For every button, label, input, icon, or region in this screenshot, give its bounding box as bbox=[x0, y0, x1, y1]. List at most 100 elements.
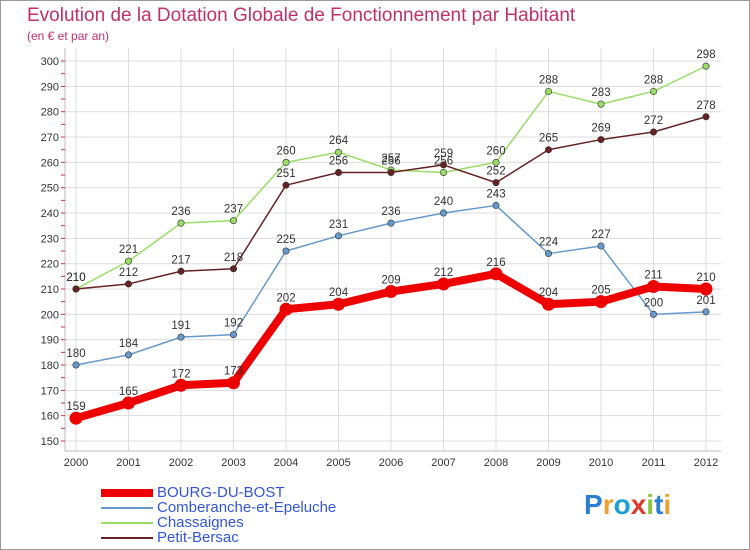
data-label-petit-bersac: 210 bbox=[66, 272, 85, 284]
y-tick-label: 160 bbox=[41, 411, 59, 423]
data-point-comberanche-et-epeluche bbox=[702, 308, 710, 316]
data-label-petit-bersac: 217 bbox=[171, 254, 190, 266]
data-label-petit-bersac: 252 bbox=[486, 166, 505, 178]
data-point-comberanche-et-epeluche bbox=[282, 247, 290, 255]
data-label-bourg-du-bost: 210 bbox=[696, 272, 715, 284]
data-point-chassaignes bbox=[649, 87, 657, 95]
data-point-bourg-du-bost bbox=[69, 411, 83, 425]
data-label-bourg-du-bost: 209 bbox=[381, 275, 400, 287]
y-tick-label: 220 bbox=[41, 259, 59, 271]
data-point-bourg-du-bost bbox=[332, 297, 345, 311]
x-tick-label: 2004 bbox=[274, 457, 298, 469]
data-label-comberanche-et-epeluche: 243 bbox=[486, 188, 505, 200]
data-point-chassaignes bbox=[282, 158, 290, 166]
data-label-chassaignes: 257 bbox=[381, 153, 400, 165]
data-label-petit-bersac: 265 bbox=[539, 133, 558, 145]
x-tick-label: 2010 bbox=[589, 457, 613, 469]
data-point-bourg-du-bost bbox=[279, 302, 293, 316]
data-point-comberanche-et-epeluche bbox=[544, 250, 552, 258]
legend-label: Comberanche-et-Epeluche bbox=[157, 499, 337, 516]
x-tick-label: 2009 bbox=[536, 457, 560, 469]
y-tick-label: 170 bbox=[41, 385, 59, 397]
data-point-bourg-du-bost bbox=[699, 282, 713, 296]
data-label-chassaignes: 260 bbox=[486, 145, 505, 157]
data-label-comberanche-et-epeluche: 191 bbox=[171, 320, 190, 332]
x-tick-label: 2001 bbox=[116, 457, 140, 469]
data-label-petit-bersac: 256 bbox=[329, 156, 348, 168]
data-label-chassaignes: 298 bbox=[696, 49, 715, 61]
data-point-comberanche-et-epeluche bbox=[597, 242, 605, 250]
logo-letter: x bbox=[630, 489, 647, 520]
data-point-petit-bersac bbox=[282, 181, 290, 189]
data-label-chassaignes: 236 bbox=[171, 206, 190, 218]
data-label-comberanche-et-epeluche: 240 bbox=[434, 196, 453, 208]
data-label-petit-bersac: 251 bbox=[276, 168, 295, 180]
data-label-petit-bersac: 278 bbox=[696, 100, 715, 112]
proxiti-logo: Proxiti bbox=[584, 489, 671, 521]
data-point-bourg-du-bost bbox=[489, 267, 503, 281]
chart-title: Evolution de la Dotation Globale de Fonc… bbox=[27, 5, 576, 26]
data-label-comberanche-et-epeluche: 231 bbox=[329, 219, 348, 231]
y-tick-label: 250 bbox=[41, 183, 59, 195]
legend-label: Chassaignes bbox=[157, 514, 244, 531]
data-label-chassaignes: 283 bbox=[591, 87, 610, 99]
data-point-chassaignes bbox=[177, 219, 185, 227]
data-label-bourg-du-bost: 211 bbox=[644, 269, 662, 281]
data-point-chassaignes bbox=[702, 62, 710, 70]
data-label-petit-bersac: 272 bbox=[644, 115, 663, 127]
logo-letter: r bbox=[602, 489, 614, 520]
y-tick-label: 270 bbox=[41, 132, 59, 144]
data-point-comberanche-et-epeluche bbox=[439, 209, 447, 217]
data-label-chassaignes: 288 bbox=[539, 74, 558, 86]
data-label-bourg-du-bost: 172 bbox=[171, 368, 190, 380]
data-label-comberanche-et-epeluche: 225 bbox=[276, 234, 295, 246]
data-label-comberanche-et-epeluche: 224 bbox=[539, 237, 559, 249]
legend-item-petit-bersac: Petit-Bersac bbox=[101, 530, 336, 545]
data-point-petit-bersac bbox=[492, 179, 500, 187]
x-tick-label: 2003 bbox=[221, 457, 245, 469]
data-label-bourg-du-bost: 159 bbox=[66, 401, 85, 413]
y-tick-label: 290 bbox=[41, 81, 59, 93]
data-point-bourg-du-bost bbox=[542, 297, 555, 311]
data-point-petit-bersac bbox=[177, 267, 185, 275]
data-point-petit-bersac bbox=[72, 285, 80, 293]
legend-swatch bbox=[101, 488, 153, 497]
x-tick-label: 2002 bbox=[169, 457, 193, 469]
legend-item-chassaignes: Chassaignes bbox=[101, 515, 336, 530]
y-tick-label: 300 bbox=[41, 56, 59, 68]
data-point-chassaignes bbox=[230, 217, 238, 225]
x-tick-label: 2008 bbox=[484, 457, 508, 469]
x-tick-label: 2011 bbox=[642, 457, 666, 469]
y-tick-label: 240 bbox=[41, 208, 59, 220]
data-point-petit-bersac bbox=[597, 136, 605, 144]
logo-letter: P bbox=[584, 489, 603, 520]
x-tick-label: 2012 bbox=[694, 457, 718, 469]
data-label-comberanche-et-epeluche: 227 bbox=[591, 229, 610, 241]
legend: BOURG-DU-BOST Comberanche-et-Epeluche Chas… bbox=[101, 485, 336, 545]
y-tick-label: 190 bbox=[41, 335, 59, 347]
y-tick-label: 200 bbox=[41, 309, 59, 321]
data-label-chassaignes: 237 bbox=[224, 204, 243, 216]
data-point-bourg-du-bost bbox=[227, 376, 240, 390]
chart-subtitle: (en € et par an) bbox=[27, 29, 110, 43]
data-point-chassaignes bbox=[544, 87, 552, 95]
data-point-comberanche-et-epeluche bbox=[649, 310, 657, 318]
data-label-comberanche-et-epeluche: 200 bbox=[644, 297, 663, 309]
y-tick-label: 180 bbox=[41, 360, 59, 372]
y-tick-label: 210 bbox=[41, 284, 59, 296]
y-tick-label: 280 bbox=[41, 107, 59, 119]
x-tick-label: 2006 bbox=[379, 457, 403, 469]
data-point-petit-bersac bbox=[544, 146, 552, 154]
data-point-petit-bersac bbox=[387, 169, 395, 177]
data-label-petit-bersac: 259 bbox=[434, 148, 453, 160]
x-tick-label: 2000 bbox=[64, 457, 88, 469]
data-point-petit-bersac bbox=[649, 128, 657, 136]
data-point-comberanche-et-epeluche bbox=[387, 219, 395, 227]
data-label-petit-bersac: 269 bbox=[591, 123, 610, 135]
legend-item-bourg-du-bost: BOURG-DU-BOST bbox=[101, 485, 336, 500]
data-label-bourg-du-bost: 212 bbox=[434, 267, 453, 279]
data-label-petit-bersac: 212 bbox=[119, 267, 138, 279]
data-point-petit-bersac bbox=[334, 169, 342, 177]
